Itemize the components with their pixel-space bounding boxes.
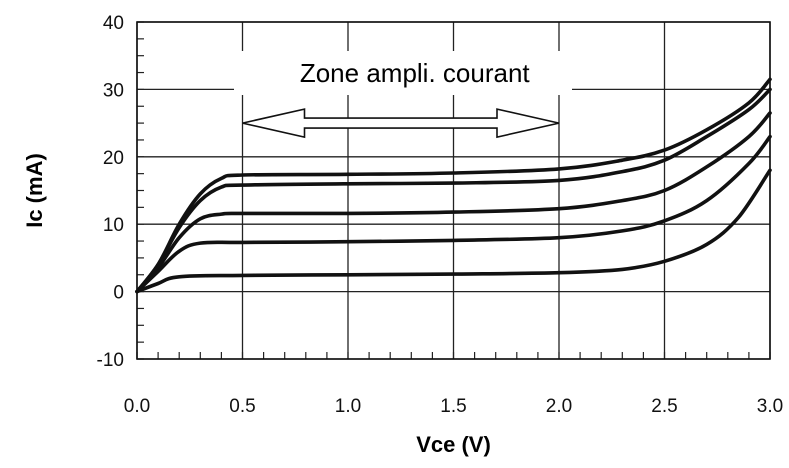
x-axis-title: Vce (V): [416, 432, 491, 457]
y-axis-title: Ic (mA): [22, 153, 47, 228]
y-tick-label: 20: [103, 148, 124, 169]
y-tick-label: 40: [103, 13, 124, 34]
x-tick-label: 0.5: [229, 396, 255, 417]
series-curves: [135, 77, 772, 294]
x-tick-label: 2.0: [546, 396, 572, 417]
x-tick-labels: 0.0 0.5 1.0 1.5 2.0 2.5 3.0: [124, 396, 783, 417]
ic-curve: [135, 87, 772, 294]
y-tick-label: 10: [103, 215, 124, 236]
annotation: Zone ampli. courant: [234, 51, 572, 139]
annotation-label: Zone ampli. courant: [300, 58, 531, 88]
annotation-label-background: [234, 51, 572, 95]
ic-curve: [135, 134, 772, 294]
ic-curve: [135, 111, 772, 294]
x-tick-label: 1.5: [440, 396, 466, 417]
x-tick-label: 2.5: [651, 396, 677, 417]
y-tick-label: 0: [113, 283, 124, 304]
double-arrow: [242, 108, 560, 139]
y-tick-label: 30: [103, 80, 124, 101]
ic-curve: [135, 168, 772, 294]
y-tick-labels: 40 30 20 10 0 -10: [97, 13, 124, 371]
ic-curve: [135, 77, 772, 294]
x-tick-label: 3.0: [757, 396, 783, 417]
x-tick-label: 0.0: [124, 396, 150, 417]
y-tick-label: -10: [97, 350, 124, 371]
plot-frame: [136, 21, 771, 360]
x-tick-label: 1.0: [335, 396, 361, 417]
